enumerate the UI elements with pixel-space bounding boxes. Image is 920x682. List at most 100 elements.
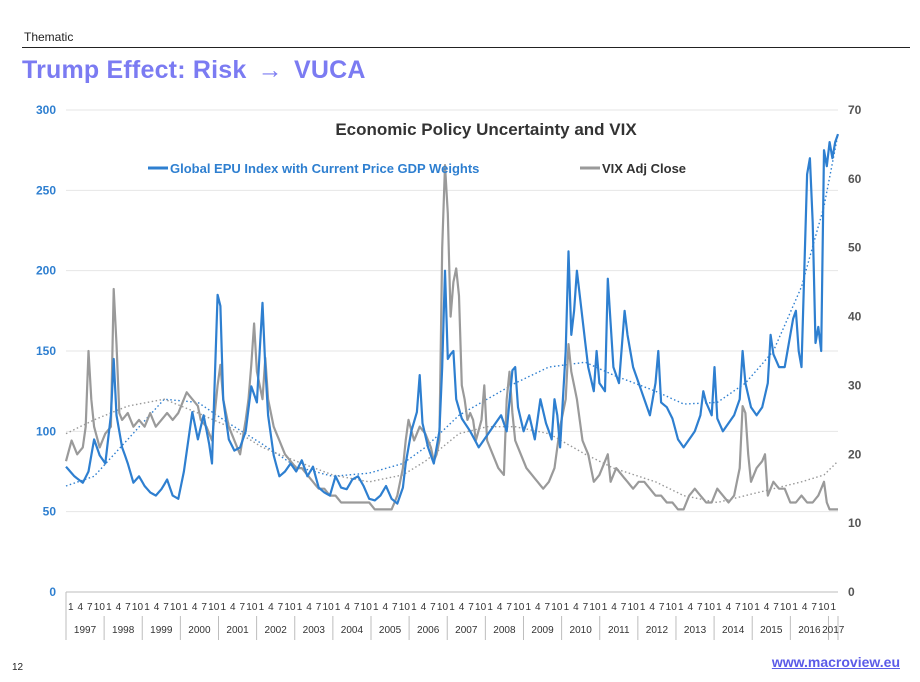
x-month-tick-label: 4 [687, 602, 693, 613]
x-month-tick-label: 7 [773, 602, 779, 613]
x-month-tick-label: 7 [240, 602, 246, 613]
x-month-tick-label: 4 [611, 602, 617, 613]
x-month-tick-label: 10 [399, 602, 411, 613]
chart-legend: Global EPU Index with Current Price GDP … [148, 161, 686, 176]
x-month-tick-label: 4 [497, 602, 503, 613]
epu-series-line [65, 133, 840, 505]
x-month-tick-label: 10 [513, 602, 525, 613]
x-month-tick-label: 7 [87, 602, 93, 613]
x-month-tick-label: 4 [649, 602, 655, 613]
x-month-tick-label: 1 [716, 602, 722, 613]
x-month-tick-label: 10 [94, 602, 106, 613]
footer-website-link[interactable]: www.macroview.eu [771, 654, 900, 670]
x-month-tick-label: 7 [621, 602, 627, 613]
x-month-tick-label: 4 [78, 602, 84, 613]
y-right-tick-label: 20 [848, 447, 862, 461]
x-month-tick-label: 7 [735, 602, 741, 613]
x-month-tick-label: 4 [344, 602, 350, 613]
x-month-tick-label: 1 [106, 602, 112, 613]
y-right-tick-label: 60 [848, 172, 862, 186]
x-month-tick-label: 10 [284, 602, 296, 613]
section-label: Thematic [24, 30, 74, 44]
x-month-tick-label: 4 [192, 602, 198, 613]
x-month-tick-label: 4 [573, 602, 579, 613]
x-year-tick-label: 2013 [684, 625, 707, 636]
x-year-tick-label: 2016 [798, 625, 821, 636]
x-month-tick-label: 7 [125, 602, 131, 613]
x-year-tick-label: 1998 [112, 625, 135, 636]
x-month-tick-label: 10 [246, 602, 258, 613]
x-month-tick-label: 7 [659, 602, 665, 613]
legend-label-vix: VIX Adj Close [602, 161, 686, 176]
x-month-tick-label: 7 [163, 602, 169, 613]
y-right-tick-label: 10 [848, 516, 862, 530]
x-month-tick-label: 4 [459, 602, 465, 613]
x-month-tick-label: 1 [220, 602, 226, 613]
x-month-tick-label: 1 [335, 602, 341, 613]
x-year-tick-label: 2005 [379, 625, 402, 636]
x-month-tick-label: 4 [726, 602, 732, 613]
x-year-tick-label: 2006 [417, 625, 440, 636]
x-month-tick-label: 10 [742, 602, 754, 613]
page-number: 12 [12, 662, 24, 673]
vix-series-line [64, 164, 838, 511]
x-month-tick-label: 10 [132, 602, 144, 613]
x-month-tick-label: 4 [306, 602, 312, 613]
x-month-tick-label: 4 [230, 602, 236, 613]
x-month-tick-label: 7 [278, 602, 284, 613]
x-month-tick-label: 1 [487, 602, 493, 613]
x-month-tick-label: 7 [392, 602, 398, 613]
x-year-tick-label: 2009 [531, 625, 554, 636]
x-month-tick-label: 10 [666, 602, 678, 613]
x-month-tick-label: 1 [602, 602, 608, 613]
x-month-tick-label: 4 [154, 602, 160, 613]
x-year-tick-label: 2008 [493, 625, 516, 636]
x-year-tick-label: 2014 [722, 625, 745, 636]
x-month-tick-label: 10 [475, 602, 487, 613]
x-year-tick-label: 2010 [570, 625, 593, 636]
y-right-tick-label: 50 [848, 241, 862, 255]
x-year-tick-label: 2000 [188, 625, 211, 636]
x-month-tick-label: 10 [780, 602, 792, 613]
x-month-tick-label: 1 [525, 602, 531, 613]
chart-title: Economic Policy Uncertainty and VIX [335, 120, 637, 139]
x-month-tick-label: 10 [628, 602, 640, 613]
x-month-tick-label: 4 [268, 602, 274, 613]
x-month-tick-label: 10 [437, 602, 449, 613]
y-left-tick-label: 0 [49, 585, 56, 599]
y-left-tick-label: 250 [36, 183, 56, 197]
x-year-tick-label: 2015 [760, 625, 783, 636]
x-month-tick-label: 10 [704, 602, 716, 613]
y-right-tick-label: 70 [848, 103, 862, 117]
x-month-tick-label: 1 [678, 602, 684, 613]
x-month-tick-label: 1 [754, 602, 760, 613]
x-year-tick-label: 2003 [303, 625, 326, 636]
x-month-tick-label: 1 [449, 602, 455, 613]
x-month-tick-label: 7 [545, 602, 551, 613]
y-left-tick-label: 100 [36, 424, 56, 438]
x-month-tick-label: 1 [564, 602, 570, 613]
x-month-tick-label: 4 [421, 602, 427, 613]
x-month-tick-label: 7 [201, 602, 207, 613]
chart-series [64, 133, 840, 511]
x-month-tick-label: 1 [68, 602, 74, 613]
x-year-tick-label: 1997 [74, 625, 97, 636]
x-year-tick-label: 2011 [608, 625, 630, 636]
x-month-tick-label: 10 [170, 602, 182, 613]
x-month-tick-label: 1 [373, 602, 379, 613]
x-month-tick-label: 1 [411, 602, 417, 613]
x-month-tick-label: 7 [506, 602, 512, 613]
chart-trendlines [65, 133, 839, 504]
y-left-tick-label: 300 [36, 103, 56, 117]
x-year-tick-label: 1999 [150, 625, 173, 636]
header-divider [22, 47, 910, 48]
x-month-tick-label: 4 [383, 602, 389, 613]
x-month-tick-label: 1 [259, 602, 265, 613]
x-year-tick-label: 2007 [455, 625, 478, 636]
slide-title: Trump Effect: Risk → VUCA [22, 56, 366, 85]
y-left-tick-label: 50 [43, 505, 57, 519]
x-month-tick-label: 7 [697, 602, 703, 613]
x-month-tick-label: 1 [144, 602, 150, 613]
